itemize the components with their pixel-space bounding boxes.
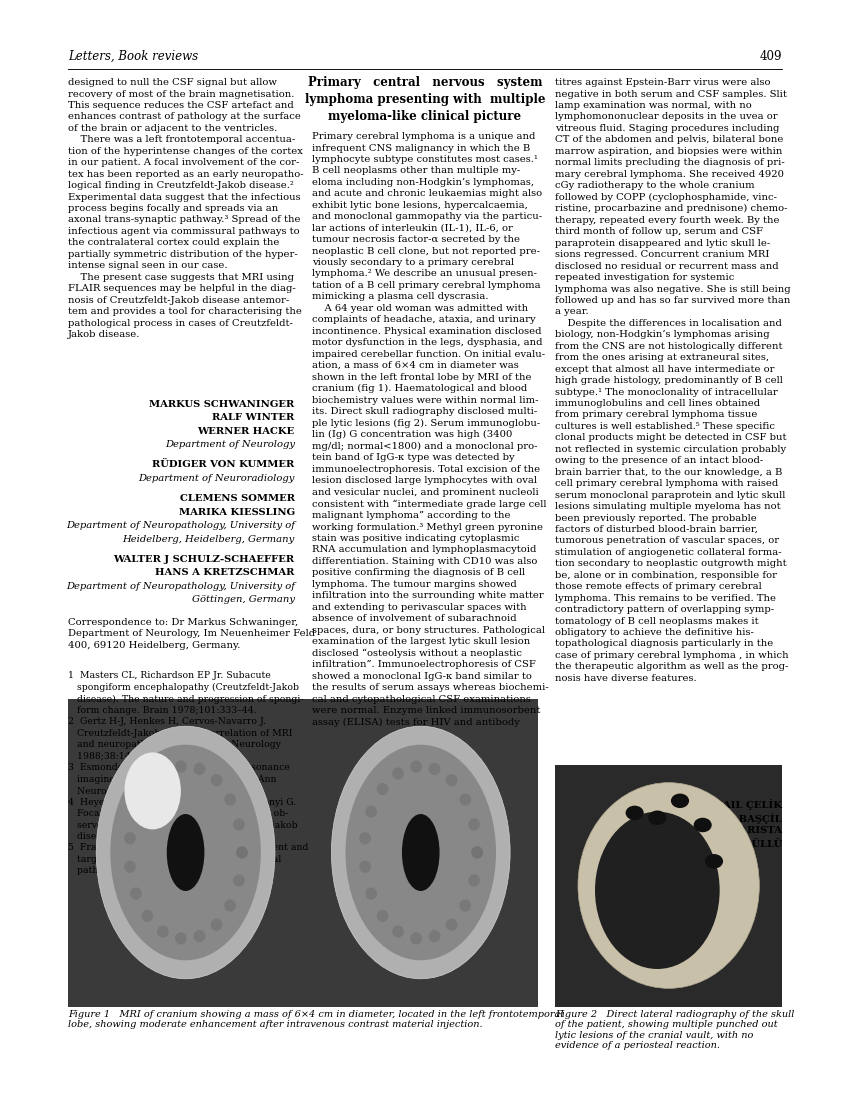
Ellipse shape: [411, 933, 422, 945]
Ellipse shape: [345, 745, 496, 960]
Ellipse shape: [167, 814, 204, 891]
Text: MARIKA KIESSLING: MARIKA KIESSLING: [178, 507, 295, 517]
Ellipse shape: [157, 925, 169, 937]
Ellipse shape: [428, 930, 440, 943]
Ellipse shape: [595, 812, 720, 969]
Ellipse shape: [236, 846, 248, 859]
Ellipse shape: [392, 768, 404, 780]
Ellipse shape: [428, 762, 440, 776]
Ellipse shape: [194, 930, 206, 943]
Bar: [68, 698, 538, 1006]
Ellipse shape: [626, 805, 643, 821]
Text: Figure 1   MRI of cranium showing a mass of 6×4 cm in diameter, located in the l: Figure 1 MRI of cranium showing a mass o…: [68, 1010, 564, 1030]
Text: WALTER J SCHULZ-SCHAEFFER: WALTER J SCHULZ-SCHAEFFER: [114, 554, 295, 564]
Ellipse shape: [130, 805, 142, 817]
Ellipse shape: [705, 854, 723, 869]
Ellipse shape: [124, 752, 181, 829]
Text: RÜDIGER VON KUMMER: RÜDIGER VON KUMMER: [152, 461, 295, 470]
Ellipse shape: [130, 888, 142, 900]
Ellipse shape: [360, 832, 371, 845]
Ellipse shape: [392, 925, 404, 937]
Text: RALF WINTER: RALF WINTER: [212, 414, 295, 422]
Ellipse shape: [411, 760, 422, 772]
Ellipse shape: [233, 874, 245, 887]
Ellipse shape: [124, 832, 136, 845]
Text: Figure 2   Direct lateral radiography of the skull
of the patient, showing multi: Figure 2 Direct lateral radiography of t…: [555, 1010, 795, 1050]
Ellipse shape: [402, 814, 439, 891]
Ellipse shape: [649, 811, 666, 825]
Ellipse shape: [360, 860, 371, 873]
Text: Department of Neuropathology, University of: Department of Neuropathology, University…: [65, 521, 295, 530]
Text: CLEMENS SOMMER: CLEMENS SOMMER: [179, 494, 295, 503]
Ellipse shape: [468, 874, 480, 887]
Ellipse shape: [124, 860, 136, 873]
Ellipse shape: [459, 900, 471, 912]
Ellipse shape: [468, 818, 480, 830]
Ellipse shape: [578, 783, 759, 988]
Text: WERNER HACKE: WERNER HACKE: [197, 427, 295, 436]
Text: Heidelberg, Heidelberg, Germany: Heidelberg, Heidelberg, Germany: [122, 535, 295, 543]
Text: NESLİHAN BAŞÇİL: NESLİHAN BAŞÇİL: [673, 813, 782, 824]
Text: 409: 409: [760, 50, 782, 63]
Ellipse shape: [445, 774, 457, 786]
Ellipse shape: [141, 910, 153, 922]
Text: MARKUS SCHWANINGER: MARKUS SCHWANINGER: [150, 399, 295, 408]
Ellipse shape: [157, 768, 169, 780]
Ellipse shape: [377, 910, 388, 922]
Ellipse shape: [175, 933, 187, 945]
Ellipse shape: [445, 918, 457, 931]
Text: IBRAHİM GÜLLÜ: IBRAHİM GÜLLÜ: [685, 839, 782, 849]
Ellipse shape: [471, 846, 483, 859]
Ellipse shape: [332, 726, 510, 979]
Text: HANS A KRETZSCHMAR: HANS A KRETZSCHMAR: [156, 569, 295, 578]
Ellipse shape: [694, 817, 711, 833]
Text: Department of Neurology: Department of Neurology: [165, 440, 295, 449]
Ellipse shape: [110, 745, 261, 960]
Text: Primary   central   nervous   system
lymphoma presenting with  multiple
myeloma-: Primary central nervous system lymphoma …: [305, 76, 545, 123]
Ellipse shape: [224, 900, 236, 912]
Ellipse shape: [236, 846, 248, 859]
Text: ISMAIL ÇELİK: ISMAIL ÇELİK: [700, 799, 782, 811]
Ellipse shape: [471, 846, 483, 859]
Ellipse shape: [141, 783, 153, 795]
Text: Primary cerebral lymphoma is a unique and
infrequent CNS malignancy in which the: Primary cerebral lymphoma is a unique an…: [312, 132, 548, 727]
Text: Letters, Book reviews: Letters, Book reviews: [68, 50, 198, 63]
Ellipse shape: [194, 762, 206, 776]
Text: 1  Masters CL, Richardson EP Jr. Subacute
   spongiform encephalopathy (Creutzfe: 1 Masters CL, Richardson EP Jr. Subacute…: [68, 671, 309, 876]
Ellipse shape: [175, 760, 187, 772]
Ellipse shape: [224, 793, 236, 805]
Text: Department of Neuropathology, University of: Department of Neuropathology, University…: [65, 582, 295, 591]
Ellipse shape: [211, 918, 223, 931]
Ellipse shape: [211, 774, 223, 786]
Ellipse shape: [233, 818, 245, 830]
Ellipse shape: [366, 805, 377, 817]
Ellipse shape: [671, 793, 689, 808]
Text: Department of Neuroradiology: Department of Neuroradiology: [139, 474, 295, 483]
Ellipse shape: [459, 793, 471, 805]
Text: Correspondence to: Dr Markus Schwaninger,
Department of Neurology, Im Neuenheime: Correspondence to: Dr Markus Schwaninger…: [68, 618, 315, 650]
Text: titres against Epstein-Barr virus were also
negative in both serum and CSF sampl: titres against Epstein-Barr virus were a…: [555, 78, 791, 683]
Ellipse shape: [377, 783, 388, 795]
Bar: [555, 764, 782, 1007]
Ellipse shape: [366, 888, 377, 900]
Text: Göttingen, Germany: Göttingen, Germany: [191, 595, 295, 604]
Text: designed to null the CSF signal but allow
recovery of most of the brain magnetis: designed to null the CSF signal but allo…: [68, 78, 303, 339]
Text: IBRAHİM BARISTA: IBRAHİM BARISTA: [673, 826, 782, 835]
Ellipse shape: [96, 726, 275, 979]
